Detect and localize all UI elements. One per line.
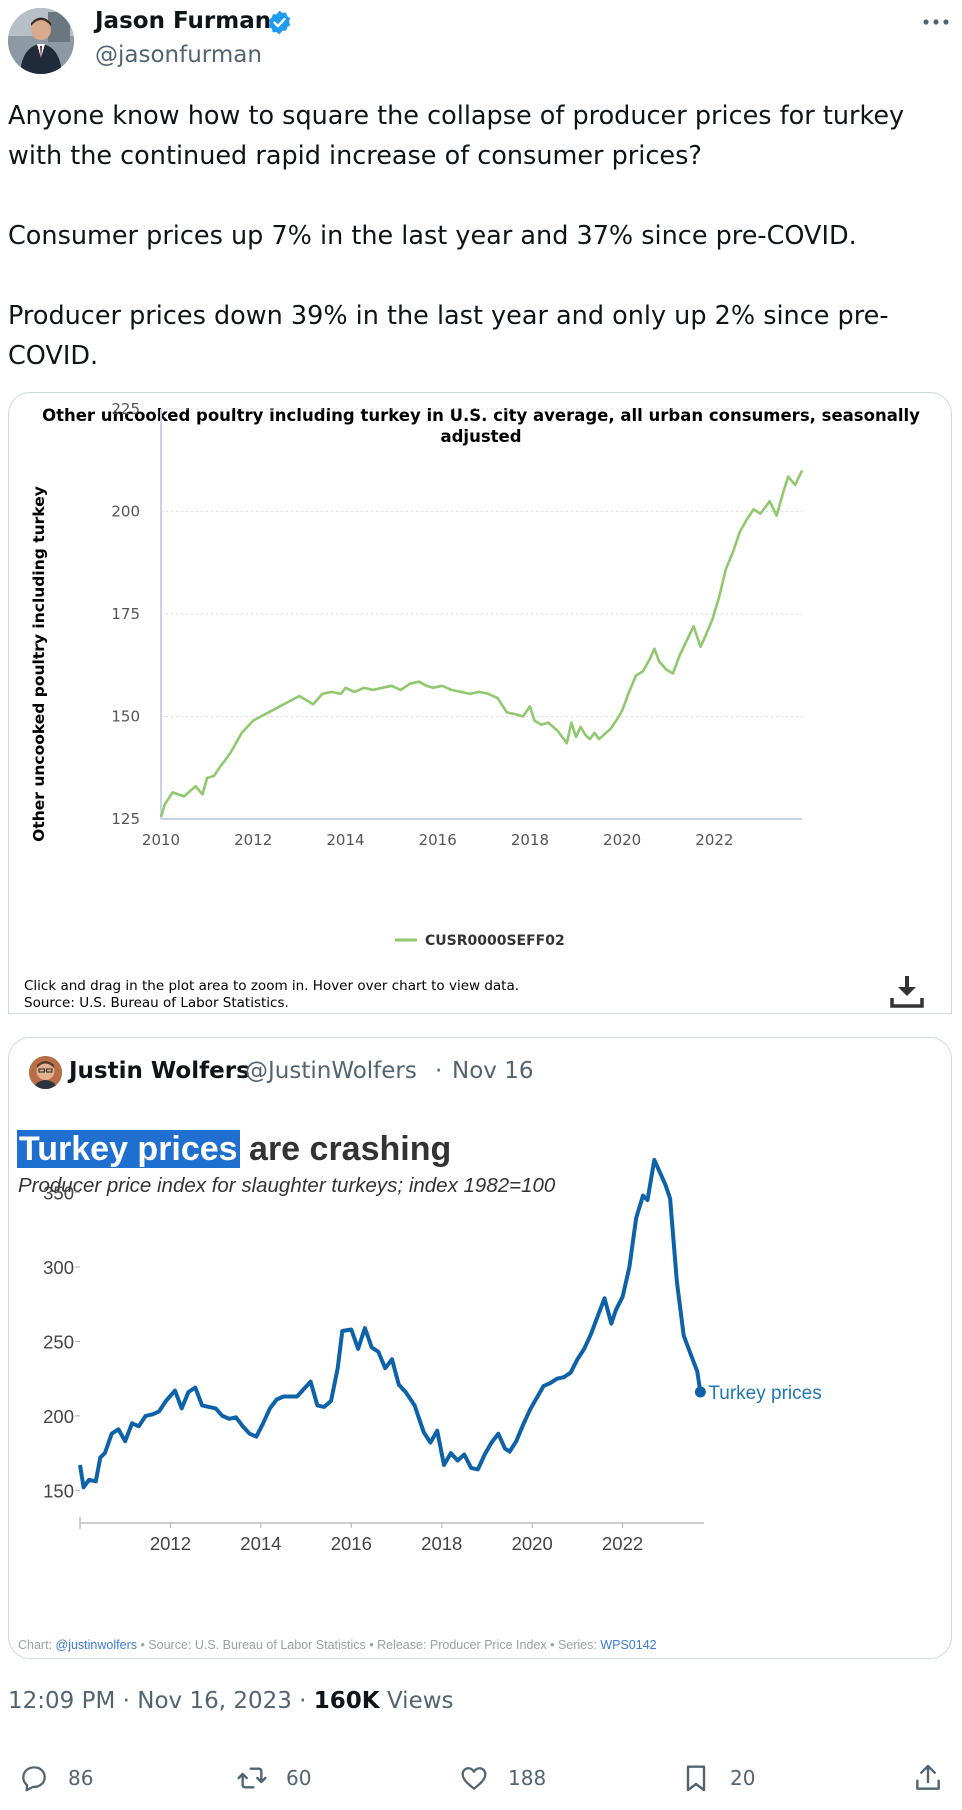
repost-icon xyxy=(237,1767,267,1789)
chart-note: Click and drag in the plot area to zoom … xyxy=(24,978,519,1012)
y-axis-label: Other uncooked poultry including turkey xyxy=(30,486,48,842)
verified-badge-icon xyxy=(268,10,291,35)
share-button[interactable] xyxy=(912,1760,944,1796)
y-tick-label: 250 xyxy=(43,1331,74,1352)
chart-note-source: Source: U.S. Bureau of Labor Statistics. xyxy=(24,995,289,1011)
more-options-icon[interactable] xyxy=(922,14,950,30)
views-count: 160K xyxy=(313,1688,380,1714)
y-tick-label: 150 xyxy=(111,708,140,726)
tick-labels: 125 150 175 200 225 2010 2012 2014 2016 2018 2020 2… xyxy=(111,400,733,849)
like-count: 188 xyxy=(508,1766,547,1790)
footer-series-link[interactable]: WPS0142 xyxy=(600,1638,657,1652)
footer-chart-label: Chart: xyxy=(18,1638,56,1652)
x-tick-label: 2022 xyxy=(695,831,733,849)
tweet-header: Jason Furman @jasonfurman xyxy=(0,0,962,80)
y-tick-label: 200 xyxy=(111,503,140,521)
tweet-text: Anyone know how to square the collapse o… xyxy=(8,96,948,376)
series-line xyxy=(159,469,804,818)
action-bar: 86 60 188 20 xyxy=(0,1750,962,1810)
y-tick-label: 125 xyxy=(111,810,140,828)
x-tick-label: 2018 xyxy=(421,1533,462,1554)
series-end-marker xyxy=(694,1386,706,1398)
legend-label: CUSR0000SEFF02 xyxy=(425,933,565,949)
separator-dot: · xyxy=(435,1058,443,1084)
reply-button[interactable]: 86 xyxy=(18,1760,93,1796)
quote-author-avatar[interactable] xyxy=(29,1056,62,1089)
reply-count: 86 xyxy=(68,1766,94,1790)
views-label: Views xyxy=(379,1688,454,1714)
x-tick-label: 2020 xyxy=(512,1533,553,1554)
x-tick-label: 2016 xyxy=(331,1533,372,1554)
timestamp-row: 12:09 PM · Nov 16, 2023 · 160K Views xyxy=(8,1688,454,1714)
chart-title: Other uncooked poultry including turkey … xyxy=(42,406,920,446)
author-handle[interactable]: @jasonfurman xyxy=(95,42,262,68)
bookmark-button[interactable]: 20 xyxy=(680,1760,755,1796)
reply-icon xyxy=(22,1766,46,1792)
x-tick-label: 2016 xyxy=(419,831,457,849)
bookmark-count: 20 xyxy=(730,1766,756,1790)
title-highlight: Turkey prices xyxy=(17,1130,240,1168)
y-tick-label: 225 xyxy=(111,400,140,418)
footer-chart-link[interactable]: @justinwolfers xyxy=(55,1638,137,1652)
quote-chart-title: Turkey prices are crashing xyxy=(17,1130,451,1172)
heart-icon xyxy=(461,1767,487,1790)
quote-chart-footer: Chart: @justinwolfers • Source: U.S. Bur… xyxy=(18,1638,657,1652)
x-tick-label: 2010 xyxy=(142,831,180,849)
repost-count: 60 xyxy=(286,1766,312,1790)
tweet-paragraph: Anyone know how to square the collapse o… xyxy=(8,101,905,171)
x-tick-label: 2018 xyxy=(511,831,549,849)
tweet-media-chart[interactable]: Other uncooked poultry including turkey … xyxy=(8,392,952,1014)
quote-chart-subtitle: Producer price index for slaughter turke… xyxy=(18,1174,556,1197)
y-tick-label: 175 xyxy=(111,605,140,623)
tweet-paragraph: Producer prices down 39% in the last yea… xyxy=(8,301,889,371)
y-tick-label: 350 xyxy=(43,1183,74,1204)
quote-author-name[interactable]: Justin Wolfers xyxy=(69,1058,250,1084)
gridlines xyxy=(161,408,802,717)
chart-note-instructions: Click and drag in the plot area to zoom … xyxy=(24,978,520,994)
cpi-line-chart: 125 150 175 200 225 2010 2012 2014 2016 2018 2020 2… xyxy=(30,400,804,949)
x-tick-label: 2012 xyxy=(234,831,272,849)
y-tick-label: 200 xyxy=(43,1406,74,1427)
axes xyxy=(75,1192,704,1529)
bookmark-icon xyxy=(686,1765,706,1792)
footer-source: • Source: U.S. Bureau of Labor Statistic… xyxy=(136,1638,601,1652)
share-icon xyxy=(916,1764,940,1790)
tick-labels: 150 200 250 300 350 2012 2014 2016 2018 2020 2022 xyxy=(43,1183,643,1554)
y-tick-label: 300 xyxy=(43,1257,74,1278)
author-name[interactable]: Jason Furman xyxy=(95,8,272,34)
y-tick-label: 150 xyxy=(43,1480,74,1501)
series-end-label: Turkey prices xyxy=(708,1383,821,1404)
series-line xyxy=(78,1157,703,1490)
x-tick-label: 2022 xyxy=(602,1533,643,1554)
x-tick-label: 2020 xyxy=(603,831,641,849)
title-rest: are crashing xyxy=(239,1130,452,1168)
download-icon[interactable] xyxy=(889,973,925,1009)
repost-button[interactable]: 60 xyxy=(236,1760,311,1796)
x-tick-label: 2014 xyxy=(326,831,364,849)
quote-date[interactable]: Nov 16 xyxy=(452,1058,534,1084)
quoted-tweet[interactable]: Justin Wolfers @JustinWolfers · Nov 16 T… xyxy=(8,1037,952,1659)
x-tick-label: 2012 xyxy=(150,1533,191,1554)
axes xyxy=(160,409,802,820)
author-avatar[interactable] xyxy=(8,8,74,74)
like-button[interactable]: 188 xyxy=(458,1760,546,1796)
tweet-timestamp[interactable]: 12:09 PM · Nov 16, 2023 · xyxy=(8,1688,314,1714)
x-tick-label: 2014 xyxy=(240,1533,281,1554)
tweet-paragraph: Consumer prices up 7% in the last year a… xyxy=(8,221,857,251)
quote-author-handle[interactable]: @JustinWolfers xyxy=(245,1058,417,1084)
